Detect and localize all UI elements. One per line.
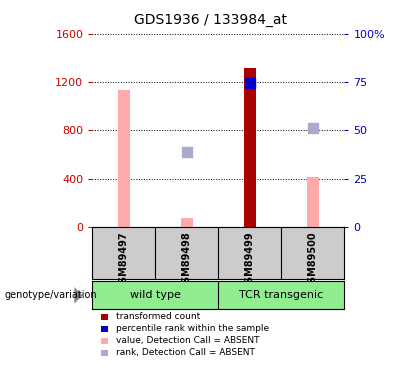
Text: value, Detection Call = ABSENT: value, Detection Call = ABSENT (116, 336, 259, 345)
Text: transformed count: transformed count (116, 312, 200, 321)
Bar (181, 218, 193, 227)
Text: wild type: wild type (130, 290, 181, 300)
Text: GSM89497: GSM89497 (119, 231, 129, 290)
Text: GSM89499: GSM89499 (245, 231, 255, 290)
Point (310, 125, 316, 131)
Bar (307, 177, 319, 227)
Text: genotype/variation: genotype/variation (4, 290, 97, 300)
Bar (244, 68, 256, 227)
Text: TCR transgenic: TCR transgenic (239, 290, 323, 300)
Text: percentile rank within the sample: percentile rank within the sample (116, 324, 269, 333)
Text: GSM89498: GSM89498 (182, 231, 192, 290)
Point (247, 80, 253, 86)
Text: rank, Detection Call = ABSENT: rank, Detection Call = ABSENT (116, 348, 255, 357)
Point (184, 149, 190, 155)
Text: GSM89500: GSM89500 (308, 231, 318, 290)
Bar (118, 90, 129, 227)
Text: GDS1936 / 133984_at: GDS1936 / 133984_at (134, 13, 286, 27)
